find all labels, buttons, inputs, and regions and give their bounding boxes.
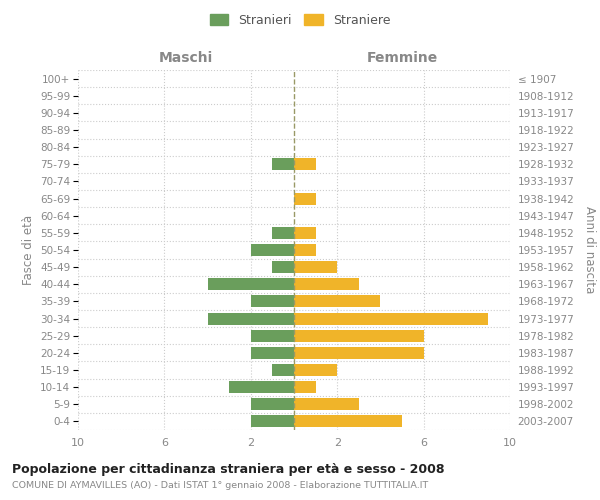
Legend: Stranieri, Straniere: Stranieri, Straniere xyxy=(205,8,395,32)
Text: COMUNE DI AYMAVILLES (AO) - Dati ISTAT 1° gennaio 2008 - Elaborazione TUTTITALIA: COMUNE DI AYMAVILLES (AO) - Dati ISTAT 1… xyxy=(12,481,428,490)
Bar xyxy=(294,312,488,324)
Bar xyxy=(251,416,294,428)
Y-axis label: Anni di nascita: Anni di nascita xyxy=(583,206,596,294)
Bar xyxy=(294,158,316,170)
Bar xyxy=(272,227,294,239)
Text: Femmine: Femmine xyxy=(367,51,437,65)
Bar xyxy=(294,244,316,256)
Bar xyxy=(294,227,316,239)
Text: Maschi: Maschi xyxy=(159,51,213,65)
Bar xyxy=(251,330,294,342)
Bar xyxy=(208,312,294,324)
Bar xyxy=(251,244,294,256)
Bar xyxy=(294,296,380,308)
Bar xyxy=(294,330,424,342)
Bar xyxy=(294,364,337,376)
Bar xyxy=(272,261,294,273)
Bar xyxy=(272,364,294,376)
Bar xyxy=(294,416,402,428)
Bar xyxy=(294,347,424,359)
Bar xyxy=(294,381,316,393)
Bar xyxy=(251,296,294,308)
Bar xyxy=(272,158,294,170)
Y-axis label: Fasce di età: Fasce di età xyxy=(22,215,35,285)
Bar xyxy=(294,278,359,290)
Text: Popolazione per cittadinanza straniera per età e sesso - 2008: Popolazione per cittadinanza straniera p… xyxy=(12,462,445,475)
Bar xyxy=(251,398,294,410)
Bar xyxy=(208,278,294,290)
Bar xyxy=(294,261,337,273)
Bar xyxy=(294,398,359,410)
Bar xyxy=(229,381,294,393)
Bar xyxy=(251,347,294,359)
Bar xyxy=(294,192,316,204)
